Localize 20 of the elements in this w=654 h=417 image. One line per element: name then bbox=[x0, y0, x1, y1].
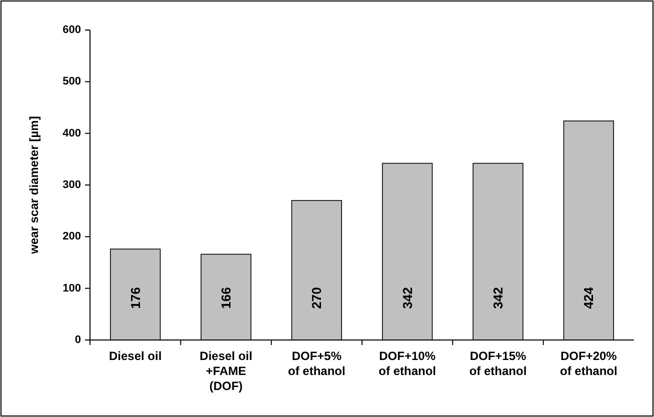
y-tick-label: 300 bbox=[62, 179, 81, 191]
y-tick-label: 100 bbox=[62, 282, 81, 294]
y-tick-label: 0 bbox=[74, 334, 81, 346]
y-tick-label: 200 bbox=[62, 230, 81, 243]
data-label: 424 bbox=[581, 286, 596, 309]
y-tick-label: 600 bbox=[62, 24, 81, 36]
x-tick-label: DOF+15% of ethanol bbox=[469, 349, 527, 378]
x-tick-label: Diesel oil +FAME (DOF) bbox=[200, 349, 252, 393]
y-tick-label: 400 bbox=[62, 127, 81, 140]
x-tick-label: DOF+10% of ethanol bbox=[378, 349, 436, 378]
x-tick-label: Diesel oil bbox=[108, 349, 162, 363]
x-tick-label: DOF+20% of ethanol bbox=[560, 349, 618, 378]
data-label: 342 bbox=[400, 287, 415, 309]
data-label: 342 bbox=[490, 287, 506, 309]
data-label: 166 bbox=[218, 287, 234, 309]
y-tick-label: 500 bbox=[62, 76, 81, 88]
y-axis-title: wear scar diameter [µm] bbox=[27, 116, 41, 255]
data-label: 270 bbox=[309, 287, 324, 309]
data-label: 176 bbox=[128, 287, 143, 309]
x-tick-label: DOF+5% of ethanol bbox=[288, 349, 346, 378]
